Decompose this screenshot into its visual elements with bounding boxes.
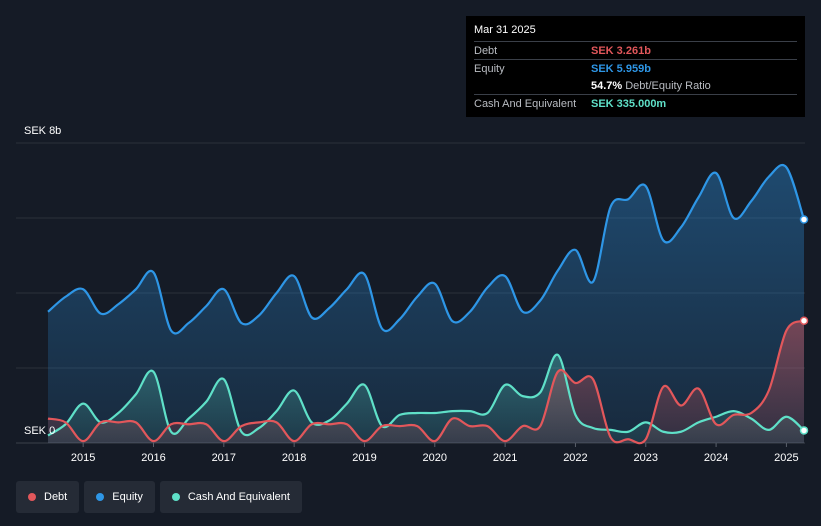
equity-area — [48, 165, 804, 443]
x-axis: 2015 2016 2017 2018 2019 2020 2021 2022 2023 2024… — [71, 443, 799, 464]
equity-line — [47, 163, 806, 335]
legend-dot — [28, 493, 36, 501]
legend-dot — [171, 493, 180, 501]
x-tick-label: 2023 — [634, 452, 658, 464]
x-tick-label: 2021 — [493, 452, 517, 464]
legend: Debt Equity Cash And Equivalent — [16, 481, 302, 513]
legend-item-cash[interactable]: Cash And Equivalent — [159, 481, 302, 513]
x-tick-label: 2017 — [212, 452, 236, 464]
x-tick-label: 2020 — [423, 452, 447, 464]
tooltip-row-cash: Cash And Equivalent SEK 335.000m — [474, 94, 797, 112]
end-markers — [799, 215, 809, 435]
x-tick-label: 2022 — [563, 452, 587, 464]
tooltip-label: Debt — [474, 45, 498, 57]
tooltip: Mar 31 2025 Debt SEK 3.261b Equity SEK 5… — [466, 16, 805, 117]
tooltip-row-equity: Equity SEK 5.959b — [474, 59, 797, 77]
x-tick-label: 2015 — [71, 452, 95, 464]
legend-item-equity[interactable]: Equity — [84, 481, 155, 513]
x-tick-label: 2019 — [352, 452, 376, 464]
x-tick-label: 2025 — [774, 452, 798, 464]
tooltip-value: SEK 335.000m — [591, 98, 667, 110]
x-tick-label: 2018 — [282, 452, 306, 464]
tooltip-note: Debt/Equity Ratio — [625, 80, 711, 92]
debt-area — [48, 320, 804, 444]
legend-dot — [96, 493, 105, 501]
legend-item-debt[interactable]: Debt — [16, 481, 80, 513]
y-axis-top-label: SEK 8b — [24, 125, 62, 137]
x-tick-label: 2024 — [704, 452, 728, 464]
tooltip-value: SEK 5.959b — [591, 63, 651, 75]
tooltip-date: Mar 31 2025 — [474, 24, 536, 36]
y-axis-bottom-label: SEK 0 — [24, 425, 56, 437]
tooltip-value: 54.7% — [591, 80, 623, 92]
debt-end-marker — [799, 316, 809, 325]
legend-label: Debt — [44, 491, 68, 503]
series-lines — [47, 163, 806, 445]
tooltip-row-debt: Debt SEK 3.261b — [474, 41, 797, 59]
tooltip-label — [474, 78, 591, 94]
tooltip-label: Equity — [474, 63, 505, 75]
legend-label: Equity — [112, 491, 143, 503]
debt-line — [47, 319, 805, 445]
cash-line — [47, 353, 805, 437]
cash-end-marker — [799, 426, 809, 435]
legend-label: Cash And Equivalent — [187, 491, 290, 503]
x-tick-label: 2016 — [141, 452, 165, 464]
tooltip-row-ratio: 54.7% Debt/Equity Ratio — [474, 77, 797, 94]
equity-end-marker — [799, 215, 809, 224]
tooltip-value: SEK 3.261b — [591, 45, 651, 57]
tooltip-label: Cash And Equivalent — [474, 98, 577, 110]
